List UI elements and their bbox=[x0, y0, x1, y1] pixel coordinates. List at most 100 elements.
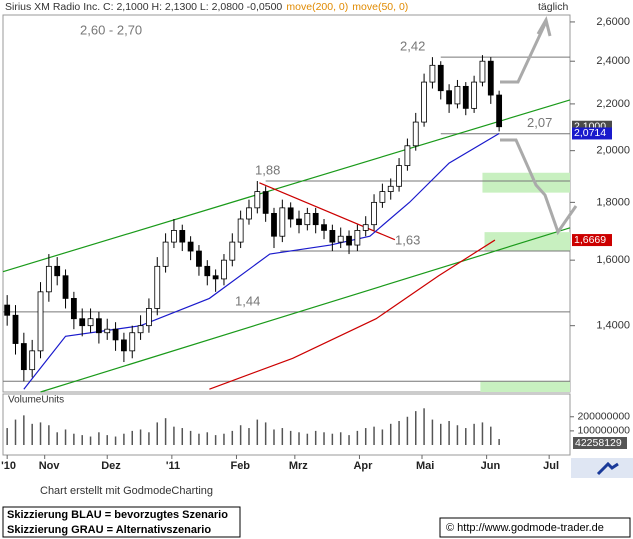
candle-body bbox=[62, 275, 69, 299]
marks: 1,4000 1,6000 1,8000 2,0000 2,2000 2,4000 2,60… bbox=[1, 16, 630, 472]
trendline bbox=[2, 99, 571, 273]
legend-note: Skizzierung GRAU = Alternativszenario bbox=[7, 524, 211, 536]
candle-body bbox=[296, 218, 302, 226]
x-tick-label: '11 bbox=[166, 460, 180, 472]
candle-body bbox=[12, 314, 19, 344]
annotation: 2,60 - 2,70 bbox=[80, 22, 142, 37]
candle-body bbox=[354, 230, 361, 246]
header-text: Sirius XM Radio Inc. C: 2,1000 H: 2,1300… bbox=[5, 1, 282, 13]
y-tick-label: 1,8000 bbox=[596, 196, 630, 208]
candle-body bbox=[371, 201, 377, 226]
price-tag bbox=[572, 127, 612, 140]
candle-body bbox=[404, 145, 411, 167]
candle-body bbox=[79, 318, 86, 327]
candle-body bbox=[254, 191, 261, 209]
y-tick-label: 1,6000 bbox=[596, 254, 630, 266]
candle-body bbox=[95, 318, 102, 334]
candle-body bbox=[87, 318, 94, 327]
candle-body bbox=[45, 265, 52, 293]
candle-body bbox=[262, 191, 269, 214]
volume-label: VolumeUnits bbox=[8, 395, 64, 406]
candle-body bbox=[421, 81, 427, 123]
scenario-arrow bbox=[500, 23, 547, 84]
candle-body bbox=[446, 90, 452, 105]
candle-body bbox=[412, 121, 419, 147]
candle-body bbox=[121, 339, 127, 352]
y-tick-label: 2,4000 bbox=[596, 55, 630, 67]
volume-tick-label: 200000000 bbox=[577, 411, 630, 423]
legend-entry: move(50, 0) bbox=[352, 1, 408, 13]
candle-body bbox=[304, 212, 311, 226]
candle-body bbox=[29, 350, 36, 371]
volume-panel bbox=[2, 393, 571, 456]
x-tick-label: Jul bbox=[543, 460, 559, 472]
candle-body bbox=[346, 235, 352, 246]
candle-body bbox=[204, 265, 211, 277]
candle-body bbox=[221, 259, 227, 280]
candle-body bbox=[171, 230, 177, 243]
candle-body bbox=[279, 207, 286, 237]
volume-tag bbox=[573, 437, 627, 449]
candle-body bbox=[187, 241, 194, 252]
candle-body bbox=[396, 165, 402, 187]
target-zone bbox=[482, 172, 570, 193]
candle-body bbox=[379, 191, 386, 203]
x-tick-label: '10 bbox=[1, 460, 16, 472]
scenario-arrow-head bbox=[536, 16, 552, 37]
volume-tick-label: 100000000 bbox=[577, 425, 630, 437]
candle-body bbox=[237, 218, 244, 243]
x-tick-label: Feb bbox=[230, 460, 250, 472]
candle-body bbox=[271, 212, 277, 237]
interval: täglich bbox=[538, 1, 569, 13]
candle-body bbox=[496, 94, 503, 128]
candle-body bbox=[321, 224, 327, 231]
candle-body bbox=[454, 85, 461, 105]
candle-body bbox=[229, 241, 236, 261]
candle-body bbox=[196, 250, 202, 267]
source-box bbox=[439, 517, 631, 538]
candle-body bbox=[287, 207, 294, 220]
candle-body bbox=[137, 325, 144, 334]
candle-body bbox=[337, 235, 344, 243]
volume-tag-label: 42258129 bbox=[575, 437, 622, 449]
candle-body bbox=[154, 265, 161, 309]
scenario-arrow bbox=[500, 138, 578, 236]
source: © http://www.godmode-trader.de bbox=[446, 522, 604, 534]
moving-average bbox=[209, 239, 496, 390]
y-tick-label: 1,4000 bbox=[596, 320, 630, 332]
moving-average bbox=[23, 132, 500, 390]
legend-note: Skizzierung BLAU = bevorzugtes Szenario bbox=[7, 509, 228, 521]
legend-box bbox=[2, 506, 241, 538]
candle-body bbox=[129, 332, 136, 352]
x-tick-label: Jun bbox=[481, 460, 501, 472]
logo-icon bbox=[596, 461, 619, 476]
level-label: 1,44 bbox=[235, 293, 260, 308]
candle-body bbox=[312, 212, 319, 226]
candle-body bbox=[162, 241, 169, 267]
candle-body bbox=[429, 64, 436, 83]
legend-entry: move(200, 0) bbox=[286, 1, 348, 13]
level-label: 1,88 bbox=[255, 162, 280, 177]
x-tick-label: Nov bbox=[39, 460, 61, 472]
candle-body bbox=[471, 81, 478, 109]
credit: Chart erstellt mit GodmodeCharting bbox=[40, 485, 213, 497]
candle-body bbox=[487, 60, 494, 96]
level-label: 2,42 bbox=[400, 39, 425, 54]
candle-body bbox=[20, 343, 27, 371]
candle-body bbox=[437, 64, 444, 92]
price-tag-label: 1,6669 bbox=[574, 234, 606, 246]
candle-body bbox=[362, 224, 369, 231]
candle-body bbox=[179, 230, 186, 243]
candle-body bbox=[479, 60, 486, 83]
y-tick-label: 2,2000 bbox=[596, 98, 630, 110]
candle-body bbox=[146, 308, 152, 327]
trendline bbox=[259, 182, 396, 241]
x-tick-label: Apr bbox=[353, 460, 373, 472]
price-tag bbox=[572, 234, 612, 247]
y-tick-label: 2,6000 bbox=[596, 16, 630, 28]
target-zone bbox=[480, 381, 570, 392]
candle-body bbox=[246, 207, 252, 220]
candle-body bbox=[462, 85, 469, 109]
header: Sirius XM Radio Inc. C: 2,1000 H: 2,1300… bbox=[5, 1, 569, 13]
